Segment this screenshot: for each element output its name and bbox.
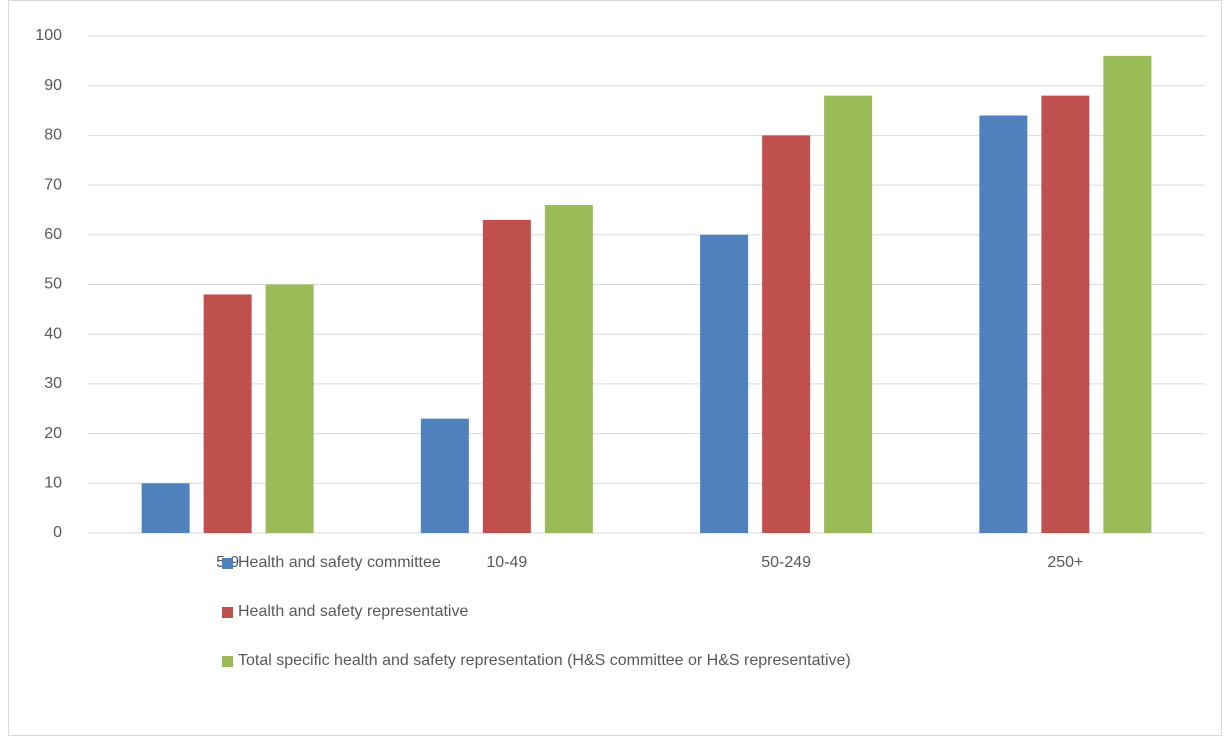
- y-tick-label: 90: [44, 77, 62, 94]
- legend-label: Health and safety committee: [238, 554, 441, 571]
- bar: [141, 483, 190, 533]
- legend-swatch: [222, 558, 233, 569]
- bar: [1041, 95, 1090, 533]
- bar: [203, 294, 252, 533]
- bar: [700, 234, 749, 534]
- chart-frame: [8, 0, 1222, 736]
- x-tick-label: 250+: [1047, 554, 1083, 571]
- y-tick-label: 80: [44, 127, 62, 144]
- legend-swatch: [222, 607, 233, 618]
- bar: [762, 135, 811, 533]
- y-tick-label: 70: [44, 176, 62, 193]
- bar: [824, 95, 873, 533]
- x-tick-label: 10-49: [486, 554, 527, 571]
- y-tick-label: 50: [44, 276, 62, 293]
- bar: [265, 284, 314, 533]
- legend-label: Total specific health and safety represe…: [238, 652, 851, 669]
- bar: [544, 204, 593, 534]
- y-tick-label: 30: [44, 375, 62, 392]
- legend-swatch: [222, 656, 233, 667]
- bar: [420, 418, 469, 533]
- x-tick-label: 50-249: [761, 554, 811, 571]
- y-tick-label: 20: [44, 425, 62, 442]
- bar: [979, 115, 1028, 534]
- bar: [482, 219, 531, 533]
- bar: [1103, 55, 1152, 533]
- y-tick-label: 0: [53, 524, 62, 541]
- y-tick-label: 100: [35, 27, 62, 44]
- y-tick-label: 60: [44, 226, 62, 243]
- legend-label: Health and safety representative: [238, 603, 468, 620]
- y-tick-label: 10: [44, 475, 62, 492]
- y-tick-label: 40: [44, 325, 62, 342]
